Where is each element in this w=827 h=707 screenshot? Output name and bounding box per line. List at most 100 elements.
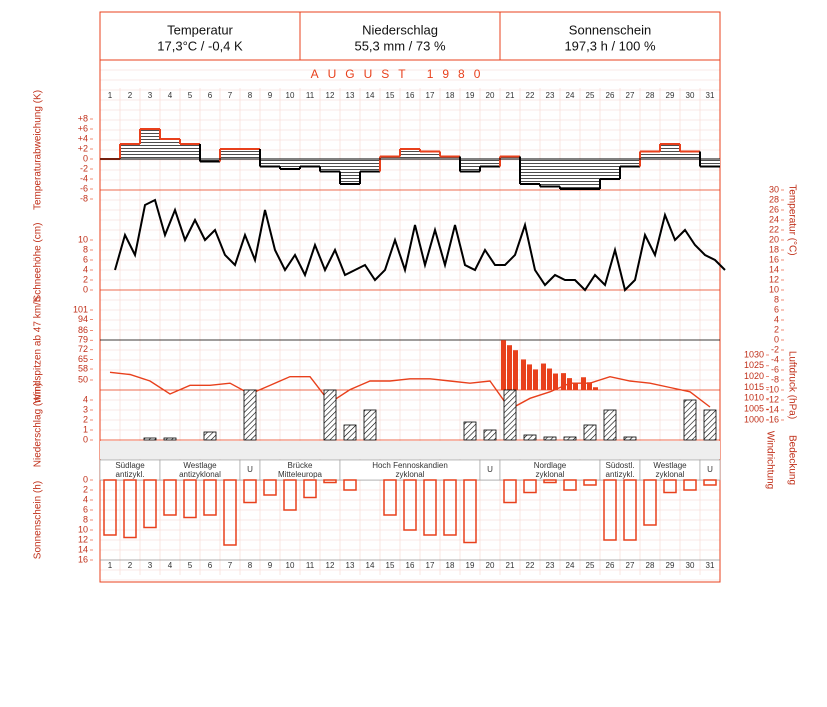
tick-label: 1010 <box>744 393 764 403</box>
sunshine-bar <box>383 479 397 516</box>
header-value: 197,3 h / 100 % <box>564 38 656 53</box>
day-label: 13 <box>346 91 355 100</box>
deviation-area <box>400 149 420 159</box>
tick-label: 8 <box>83 244 88 254</box>
tick-label: 2 <box>83 484 88 494</box>
sunshine-bar <box>303 479 317 499</box>
frame <box>99 11 721 583</box>
sunshine-bar <box>583 479 597 486</box>
wind-bar <box>547 368 552 390</box>
day-label: 26 <box>606 91 615 100</box>
weather-type-label: antizykl. <box>116 470 145 479</box>
deviation-area <box>660 144 680 159</box>
day-label: 29 <box>666 561 675 570</box>
weather-type-label: Mitteleuropa <box>278 470 323 479</box>
deviation-area <box>580 159 600 189</box>
sunshine-bar <box>543 479 557 484</box>
day-label: 24 <box>566 91 575 100</box>
tick-label: 79 <box>78 335 88 345</box>
deviation-area <box>140 129 160 159</box>
day-label: 27 <box>626 91 635 100</box>
tick-label: 10 <box>78 234 88 244</box>
sunshine-bar <box>603 479 617 541</box>
day-label: 30 <box>686 561 695 570</box>
weather-type-label: U <box>247 465 253 474</box>
tick-label: -8 <box>771 374 779 384</box>
day-label: 9 <box>268 91 273 100</box>
wind-bar <box>521 359 526 390</box>
tick-label: 22 <box>769 224 779 234</box>
day-label: 14 <box>366 91 375 100</box>
tick-label: 4 <box>83 394 88 404</box>
day-label: 15 <box>386 91 395 100</box>
tick-label: 4 <box>83 264 88 274</box>
deviation-area <box>620 159 640 167</box>
sunshine-bar <box>403 479 417 531</box>
tick-label: +8 <box>78 113 88 123</box>
deviation-area <box>700 159 720 167</box>
tick-label: 16 <box>78 554 88 564</box>
day-label: 28 <box>646 561 655 570</box>
month-title: AUGUST 1980 <box>311 67 490 81</box>
day-label: 3 <box>148 561 153 570</box>
tick-label: 0 <box>83 153 88 163</box>
sunshine-bar <box>323 479 337 484</box>
tick-label: -12 <box>766 394 779 404</box>
weather-type-label: zyklonal <box>656 470 685 479</box>
header-value: 17,3°C / -0,4 K <box>157 38 243 53</box>
day-label: 11 <box>306 561 315 570</box>
weather-type-label: zyklonal <box>396 470 425 479</box>
day-label: 18 <box>446 91 455 100</box>
deviation-area <box>500 156 520 159</box>
precipitation-bar <box>503 389 517 441</box>
sunshine-bar <box>663 479 677 494</box>
day-label: 27 <box>626 561 635 570</box>
day-label: 23 <box>546 561 555 570</box>
weather-type-label: Brücke <box>288 461 313 470</box>
tick-label: +6 <box>78 123 88 133</box>
day-label: 8 <box>248 91 253 100</box>
tick-label: -2 <box>80 163 88 173</box>
day-label: 2 <box>128 561 133 570</box>
day-label: 21 <box>506 91 515 100</box>
sunshine-bar <box>703 479 717 486</box>
weather-type-label: Südlage <box>115 461 145 470</box>
tick-label: 12 <box>78 534 88 544</box>
day-label: 23 <box>546 91 555 100</box>
tick-label: 8 <box>774 294 779 304</box>
deviation-area <box>460 159 480 172</box>
tick-label: +2 <box>78 143 88 153</box>
tick-label: 4 <box>83 494 88 504</box>
tick-label: 16 <box>769 254 779 264</box>
deviation-area <box>220 149 240 159</box>
header-value: 55,3 mm / 73 % <box>354 38 445 53</box>
tick-label: 1020 <box>744 371 764 381</box>
wind-bar <box>513 350 518 390</box>
deviation-area <box>280 159 300 169</box>
header-label: Sonnenschein <box>569 22 651 37</box>
sunshine-bar <box>263 479 277 496</box>
day-label: 14 <box>366 561 375 570</box>
precipitation-bar <box>703 409 717 441</box>
tick-label: 0 <box>83 474 88 484</box>
tick-label: 58 <box>78 363 88 373</box>
deviation-area <box>240 149 260 159</box>
wind-bar <box>593 387 598 390</box>
day-label: 29 <box>666 91 675 100</box>
tick-label: +4 <box>78 133 88 143</box>
day-label: 19 <box>466 91 475 100</box>
header-label: Temperatur <box>167 22 233 37</box>
tick-label: 1000 <box>744 414 764 424</box>
deviation-area <box>300 159 320 167</box>
deviation-area <box>520 159 540 184</box>
tick-label: 3 <box>83 404 88 414</box>
weather-type-label: Hoch Fennoskandien <box>372 461 448 470</box>
tick-label: -10 <box>766 384 779 394</box>
wind-bar <box>553 373 558 390</box>
day-label: 19 <box>466 561 475 570</box>
wind-bar <box>527 364 532 390</box>
sunshine-bar <box>623 479 637 541</box>
sunshine-bar <box>343 479 357 491</box>
tick-label: 28 <box>769 194 779 204</box>
tick-label: 18 <box>769 244 779 254</box>
